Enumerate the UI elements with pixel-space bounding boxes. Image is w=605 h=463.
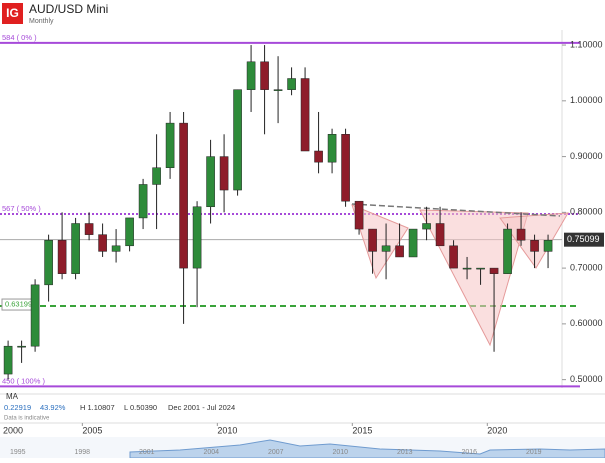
candle-body	[233, 89, 242, 191]
candle-body	[435, 223, 445, 247]
info-note: Data is indicative	[4, 416, 50, 422]
x-start-label: 2000	[3, 425, 23, 435]
candle-body	[179, 122, 188, 269]
candle-body	[30, 284, 40, 347]
candle-body	[516, 228, 526, 241]
y-tick-label: 0.70000	[570, 262, 603, 272]
candle-body	[219, 156, 229, 191]
current-price-label: 0.75099	[567, 234, 600, 244]
y-tick-label: 0.60000	[570, 318, 603, 328]
candle-body	[246, 61, 256, 90]
y-tick-label: 1.00000	[570, 95, 603, 105]
info-stat: 0.22919	[4, 403, 31, 412]
x-tick-label: 2005	[82, 425, 102, 435]
candle-body	[125, 217, 134, 247]
candle-body	[165, 122, 175, 168]
candle-body	[449, 245, 458, 269]
y-tick-label: 1.10000	[570, 39, 603, 49]
y-tick-label: 0.80000	[570, 207, 603, 217]
level-label: 450 ( 100% )	[2, 376, 45, 385]
candle-body	[84, 223, 94, 235]
candle-body	[17, 345, 26, 348]
candle-body	[395, 245, 404, 258]
candle-body	[408, 228, 418, 258]
navigator-label: 2001	[139, 449, 155, 456]
candle-body	[71, 223, 80, 274]
candle-body	[530, 239, 539, 252]
candle-body	[206, 156, 215, 208]
navigator-label: 2010	[333, 449, 349, 456]
navigator-label: 1998	[75, 449, 91, 456]
level-label: 0.63199	[5, 300, 32, 309]
candle-body	[462, 267, 472, 270]
pattern-annotation	[351, 203, 569, 347]
candle-body	[341, 134, 350, 202]
navigator-label: 1995	[10, 449, 26, 456]
chart-subtitle: Monthly	[29, 18, 54, 25]
candle-body	[422, 223, 431, 230]
left-shoulder	[351, 204, 409, 280]
candle-body	[300, 78, 310, 152]
indicator-label: MA	[6, 392, 19, 401]
navigator-label: 2013	[397, 449, 413, 456]
x-tick-label: 2015	[352, 425, 372, 435]
chart-title: AUD/USD Mini	[29, 2, 108, 16]
x-tick-label: 2020	[487, 425, 507, 435]
candle-body	[476, 267, 485, 270]
candle-body	[327, 134, 337, 163]
candle-body	[489, 267, 499, 274]
logo: IG	[6, 6, 19, 20]
candle-body	[152, 167, 161, 185]
navigator-label: 2007	[268, 449, 284, 456]
candle-body	[314, 150, 323, 163]
candle-body	[503, 228, 512, 274]
candle-body	[354, 200, 364, 230]
y-tick-label: 0.50000	[570, 374, 603, 384]
navigator-label: 2019	[526, 449, 542, 456]
navigator-series	[129, 439, 605, 459]
candle-body	[260, 61, 269, 90]
candle-body	[44, 239, 53, 286]
neckline	[351, 203, 561, 217]
candle-body	[543, 239, 553, 252]
info-stat: H 1.10807	[80, 403, 115, 412]
info-stat: 43.92%	[40, 403, 66, 412]
candle-body	[138, 184, 148, 219]
current-price-box	[564, 232, 604, 247]
level-label: 584 ( 0% )	[2, 33, 37, 42]
candle-body	[287, 78, 296, 90]
candle-body	[111, 245, 121, 252]
y-tick-label: 0.90000	[570, 151, 603, 161]
candle-body	[381, 245, 391, 252]
candle-body	[368, 228, 377, 252]
candle-body	[192, 206, 202, 269]
info-stat: Dec 2001 - Jul 2024	[168, 403, 235, 412]
candle-body	[98, 234, 107, 252]
navigator-label: 2004	[204, 449, 220, 456]
candle-body	[3, 345, 13, 375]
navigator-label: 2016	[462, 449, 478, 456]
candle-body	[57, 239, 67, 274]
candle-body	[273, 89, 283, 91]
x-tick-label: 2010	[217, 425, 237, 435]
info-stat: L 0.50390	[124, 403, 157, 412]
logo-box	[2, 3, 23, 24]
level-label: 567 ( 50% )	[2, 204, 41, 213]
